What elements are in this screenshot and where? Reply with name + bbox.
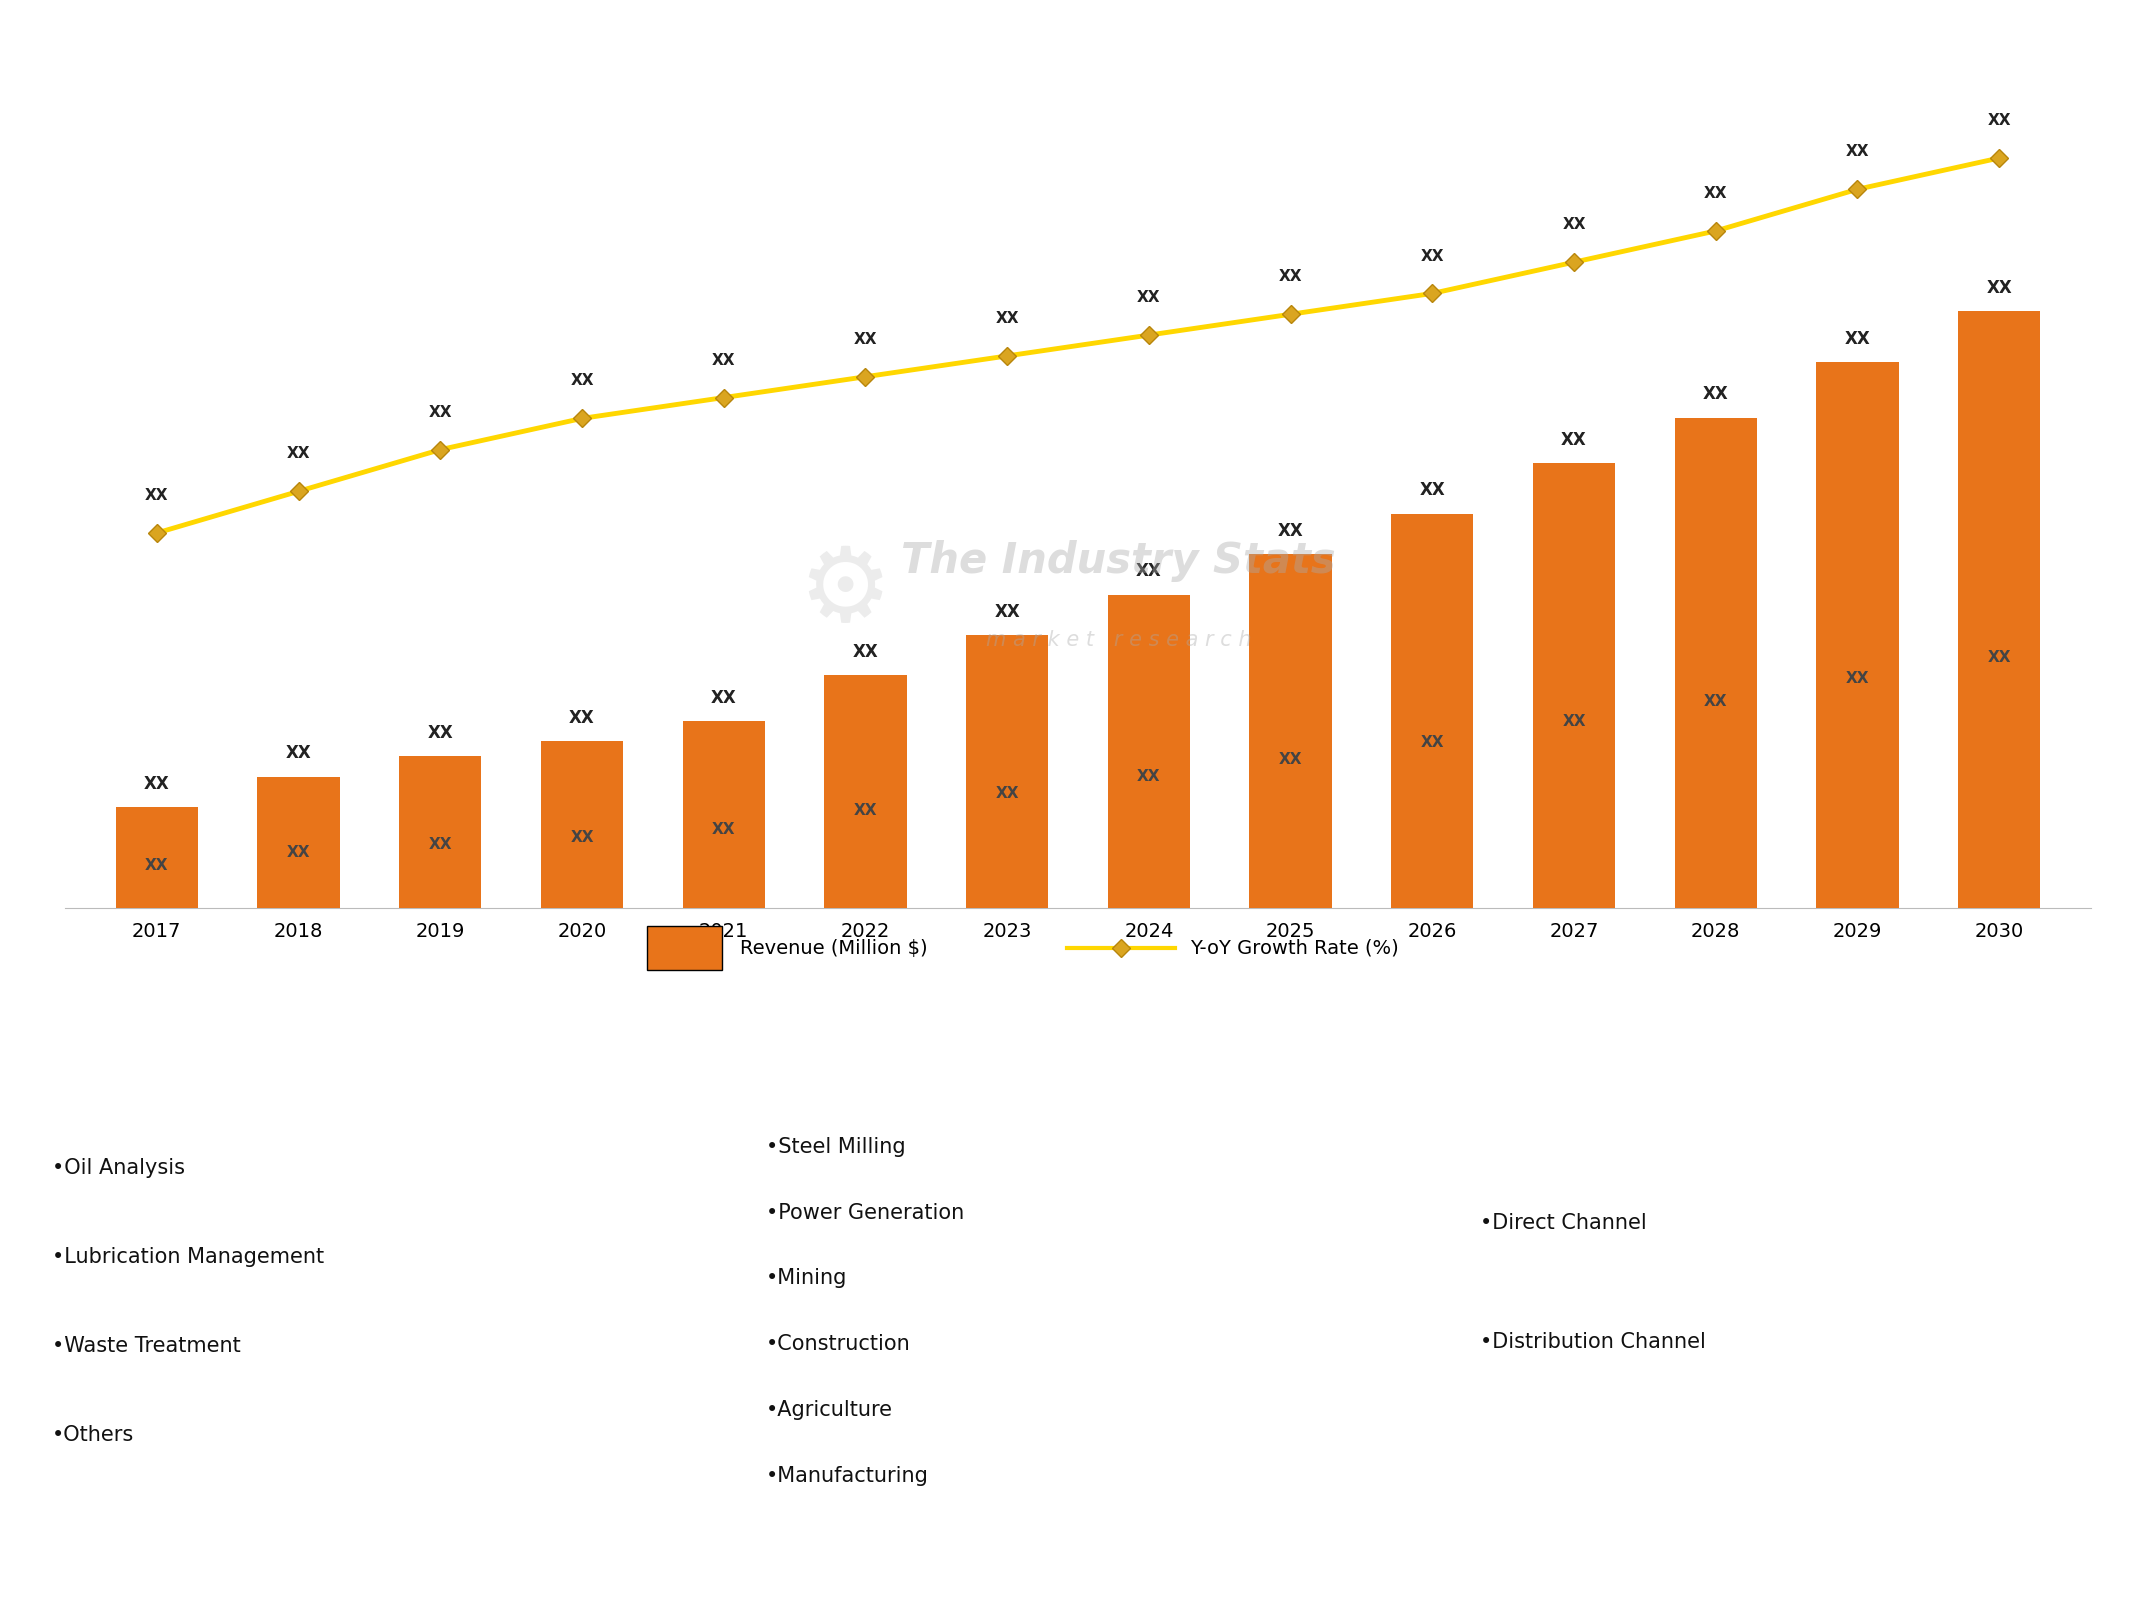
Text: Sales Channels: Sales Channels — [1703, 1038, 1882, 1061]
Text: Application: Application — [1011, 1038, 1145, 1061]
Text: •Agriculture: •Agriculture — [765, 1400, 893, 1421]
Bar — [257, 776, 341, 908]
Text: XX: XX — [1846, 329, 1871, 347]
FancyBboxPatch shape — [647, 926, 722, 971]
Text: XX: XX — [144, 489, 168, 503]
Text: XX: XX — [287, 845, 310, 860]
Text: m a r k e t   r e s e a r c h: m a r k e t r e s e a r c h — [985, 630, 1250, 651]
Text: •Oil Analysis: •Oil Analysis — [52, 1159, 185, 1178]
Text: XX: XX — [1563, 217, 1587, 233]
Text: Source: Theindustrystats Analysis: Source: Theindustrystats Analysis — [26, 1556, 345, 1575]
Text: XX: XX — [1563, 714, 1587, 728]
Bar — [1108, 595, 1190, 908]
Text: XX: XX — [711, 689, 737, 707]
Text: XX: XX — [1136, 768, 1160, 784]
Text: XX: XX — [1986, 280, 2012, 297]
Text: XX: XX — [996, 786, 1020, 800]
Bar — [1675, 418, 1757, 908]
Text: XX: XX — [1279, 522, 1304, 540]
Text: •Construction: •Construction — [765, 1334, 910, 1355]
Text: •Steel Milling: •Steel Milling — [765, 1136, 906, 1157]
Text: XX: XX — [1846, 672, 1869, 686]
Text: •Mining: •Mining — [765, 1268, 847, 1289]
Text: XX: XX — [1421, 734, 1445, 750]
Text: XX: XX — [1988, 112, 2012, 129]
Text: XX: XX — [1136, 562, 1162, 580]
Bar — [966, 635, 1048, 908]
Text: •Direct Channel: •Direct Channel — [1481, 1213, 1647, 1233]
Text: XX: XX — [144, 775, 170, 792]
Text: The Industry Stats: The Industry Stats — [901, 540, 1337, 582]
Text: XX: XX — [287, 447, 310, 461]
Text: XX: XX — [1419, 482, 1445, 500]
Text: XX: XX — [569, 709, 595, 726]
Text: XX: XX — [1703, 694, 1727, 710]
Text: XX: XX — [854, 804, 877, 818]
Bar — [1958, 312, 2040, 908]
Bar — [824, 675, 906, 908]
Bar — [1815, 362, 1899, 908]
Text: XX: XX — [1703, 186, 1727, 201]
Text: XX: XX — [1279, 752, 1302, 767]
Text: Fig. Global Total Fluid Management (TFM) Market Status and Outlook: Fig. Global Total Fluid Management (TFM)… — [28, 37, 1220, 67]
Text: Revenue (Million $): Revenue (Million $) — [740, 938, 927, 958]
Bar — [116, 807, 198, 908]
Text: XX: XX — [1279, 270, 1302, 284]
Text: Y-oY Growth Rate (%): Y-oY Growth Rate (%) — [1190, 938, 1399, 958]
Text: XX: XX — [1988, 649, 2012, 665]
Text: •Lubrication Management: •Lubrication Management — [52, 1247, 323, 1266]
Text: XX: XX — [144, 858, 168, 873]
Text: ⚙: ⚙ — [798, 543, 893, 643]
Text: Website: www.theindustrystats.com: Website: www.theindustrystats.com — [1789, 1556, 2130, 1575]
Text: XX: XX — [1136, 291, 1160, 305]
Text: XX: XX — [1846, 145, 1869, 159]
Text: •Waste Treatment: •Waste Treatment — [52, 1335, 239, 1356]
Text: XX: XX — [1421, 249, 1445, 264]
Text: XX: XX — [994, 603, 1020, 620]
Bar — [541, 741, 623, 908]
Text: Email: sales@theindustrystats.com: Email: sales@theindustrystats.com — [914, 1556, 1242, 1575]
Text: XX: XX — [711, 352, 735, 368]
Bar — [1533, 463, 1615, 908]
Text: XX: XX — [429, 837, 453, 852]
Text: XX: XX — [569, 831, 593, 845]
Text: XX: XX — [996, 312, 1020, 326]
Text: XX: XX — [427, 725, 453, 742]
Text: XX: XX — [569, 373, 593, 389]
Bar — [1250, 554, 1332, 908]
Text: XX: XX — [852, 643, 877, 660]
Text: XX: XX — [711, 821, 735, 837]
Text: XX: XX — [854, 331, 877, 347]
Bar — [1391, 514, 1473, 908]
Text: XX: XX — [1703, 386, 1729, 403]
Bar — [683, 722, 765, 908]
Text: XX: XX — [429, 405, 453, 419]
Text: •Manufacturing: •Manufacturing — [765, 1466, 929, 1485]
Text: Product Types: Product Types — [282, 1038, 446, 1061]
Text: •Distribution Channel: •Distribution Channel — [1481, 1332, 1705, 1351]
Text: •Others: •Others — [52, 1425, 134, 1445]
Bar — [399, 757, 481, 908]
Text: XX: XX — [1561, 431, 1587, 448]
Text: XX: XX — [285, 744, 310, 762]
Text: •Power Generation: •Power Generation — [765, 1202, 964, 1223]
